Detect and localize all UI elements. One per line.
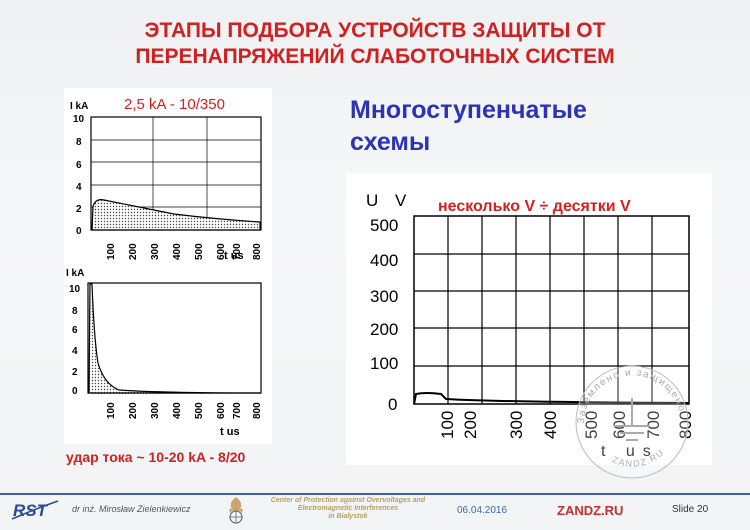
- bottom-y-label: I kA: [66, 268, 84, 279]
- bottom-y-tick: 10: [69, 284, 81, 295]
- right-x-tick: 600: [610, 411, 629, 439]
- footer-site[interactable]: ZANDZ.RU: [557, 503, 624, 518]
- footer-date: 06.04.2016: [457, 505, 508, 516]
- right-plot-frame: [413, 215, 690, 405]
- right-x-tick: 800: [676, 411, 695, 439]
- ground-symbol-icon: [614, 398, 650, 441]
- right-x-label: t us: [601, 443, 659, 460]
- bottom-x-ticks: 100 200 300 400 500 600 700 800: [106, 402, 263, 419]
- bottom-x-tick: 700: [232, 402, 243, 419]
- top-x-tick: 400: [172, 243, 183, 260]
- bottom-y-tick: 0: [72, 386, 78, 397]
- right-y-ticks: 500 400 300 200 100 0: [370, 216, 398, 414]
- right-x-tick: 200: [461, 411, 480, 439]
- top-x-tick: 700: [232, 243, 243, 260]
- top-x-tick: 600: [216, 243, 227, 260]
- subtitle: Многоступенчатые схемы: [350, 94, 587, 158]
- top-waveform: [91, 199, 261, 231]
- slide-title: ЭТАПЫ ПОДБОРА УСТРОЙСТВ ЗАЩИТЫ ОТ ПЕРЕНА…: [0, 18, 750, 70]
- right-x-tick: 500: [582, 411, 601, 439]
- right-y-tick: 100: [370, 354, 398, 373]
- right-waveform: [413, 392, 690, 405]
- top-y-ticks: 10 8 6 4 2 0: [73, 114, 85, 237]
- bottom-x-tick: 500: [194, 402, 205, 419]
- right-x-tick: 100: [438, 411, 457, 439]
- bottom-y-tick: 6: [72, 325, 78, 336]
- bottom-caption: удар тока ~ 10-20 kA - 8/20: [66, 449, 246, 465]
- footer-center-line-1: Center of Protection against Overvoltage…: [270, 497, 426, 504]
- top-x-label: t us: [224, 250, 244, 262]
- bottom-x-tick: 400: [172, 402, 183, 419]
- bottom-x-tick: 600: [216, 402, 227, 419]
- subtitle-line-2: схемы: [350, 128, 431, 156]
- title-line-2: ПЕРЕНАПРЯЖЕНИЙ СЛАБОТОЧНЫХ СИСТЕМ: [135, 45, 615, 68]
- bottom-x-tick: 300: [150, 402, 161, 419]
- bottom-waveform: [88, 283, 261, 394]
- bottom-plot-frame: [87, 282, 262, 394]
- subtitle-line-1: Многоступенчатые: [350, 96, 587, 124]
- bottom-y-tick: 2: [72, 367, 78, 378]
- bottom-y-tick: 8: [72, 306, 78, 317]
- footer-center-text: Center of Protection against Overvoltage…: [258, 497, 438, 521]
- top-chart-caption: 2,5 kA - 10/350: [124, 96, 225, 113]
- footer-author: dr inż. Mirosław Zielenkiewicz: [72, 504, 191, 514]
- footer-divider: [0, 493, 750, 495]
- top-y-tick: 10: [73, 114, 85, 125]
- right-grid: [414, 216, 689, 404]
- bottom-x-tick: 200: [128, 402, 139, 419]
- top-y-label: I kA: [70, 101, 88, 112]
- right-chart-svg: U V несколько V ÷ десятки V 500 400 300 …: [366, 191, 695, 460]
- top-y-tick: 8: [76, 137, 82, 148]
- bottom-x-label: t us: [220, 426, 240, 438]
- bottom-y-ticks: 10 8 6 4 2 0: [69, 284, 81, 397]
- top-y-tick: 2: [76, 204, 82, 215]
- footer-slide-number: Slide 20: [672, 504, 709, 515]
- title-line-1: ЭТАПЫ ПОДБОРА УСТРОЙСТВ ЗАЩИТЫ ОТ: [144, 19, 606, 42]
- top-x-tick: 200: [128, 243, 139, 260]
- top-x-tick: 500: [194, 243, 205, 260]
- top-y-tick: 6: [76, 160, 82, 171]
- right-y-tick: 300: [370, 287, 398, 306]
- right-y-tick: 400: [370, 251, 398, 270]
- rst-logo: RST: [11, 500, 59, 520]
- right-chart-panel: [346, 173, 712, 465]
- top-grid: [91, 117, 261, 230]
- top-x-tick: 800: [252, 243, 263, 260]
- top-x-ticks: 100 200 300 400 500 600 700 800: [106, 243, 263, 260]
- right-x-tick: 700: [644, 411, 663, 439]
- right-x-tick: 300: [507, 411, 526, 439]
- right-chart-caption: несколько V ÷ десятки V: [438, 198, 631, 215]
- top-y-tick: 4: [76, 182, 82, 193]
- bottom-y-tick: 4: [72, 346, 78, 357]
- left-charts-svg: I kA 2,5 kA - 10/350 10 8 6 4 2 0 100 20…: [66, 96, 263, 438]
- top-y-tick: 0: [76, 226, 82, 237]
- bottom-x-tick: 800: [252, 402, 263, 419]
- right-y-tick: 500: [370, 216, 398, 235]
- footer-center-line-3: in Białystok: [328, 513, 368, 520]
- globe-flame-icon: [229, 497, 243, 524]
- top-x-tick: 300: [150, 243, 161, 260]
- right-y-tick: 0: [388, 395, 397, 414]
- right-x-ticks: 100 200 300 400 500 600 700 800: [438, 411, 695, 439]
- footer: RST dr inż. Mirosław Zielenkiewicz Cente…: [0, 493, 750, 530]
- top-x-tick: 100: [106, 243, 117, 260]
- watermark-stamp: Заземлено и защищено ZANDZ.RU: [575, 365, 689, 479]
- footer-center-line-2: Electromagnetic Interferences: [297, 505, 399, 512]
- right-x-tick: 400: [541, 411, 560, 439]
- bottom-x-tick: 100: [106, 402, 117, 419]
- right-y-label: U V: [366, 191, 412, 210]
- right-y-tick: 200: [370, 320, 398, 339]
